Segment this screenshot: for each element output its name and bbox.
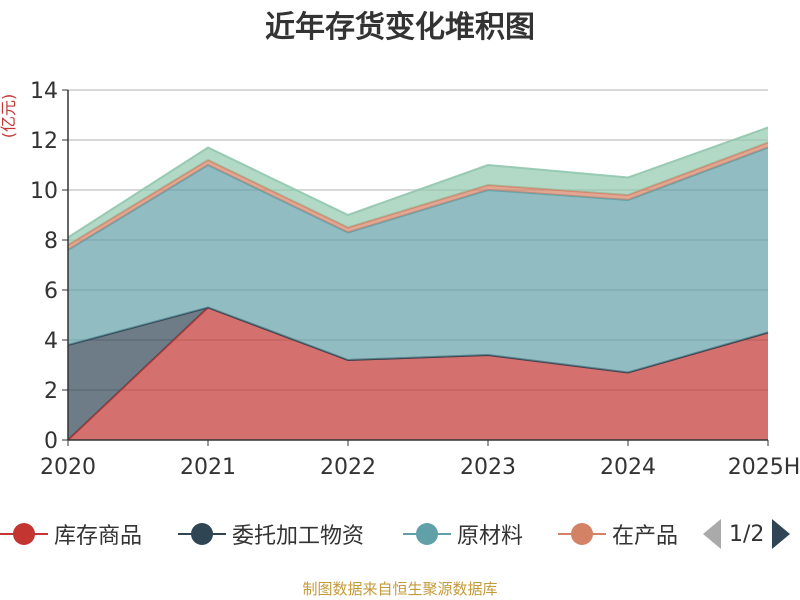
y-tick-label: 4	[44, 329, 58, 354]
legend-marker-icon	[558, 523, 606, 545]
x-tick-label: 2022	[320, 455, 376, 480]
area-series-3	[68, 147, 768, 373]
chart-title: 近年存货变化堆积图	[265, 10, 535, 45]
data-source-footer: 制图数据来自恒生聚源数据库	[302, 580, 498, 598]
legend-label: 原材料	[457, 524, 524, 549]
x-tick-label: 2024	[600, 455, 656, 480]
legend-pager: 1/2	[703, 512, 791, 556]
legend-page-indicator: 1/2	[729, 521, 765, 547]
x-tick-label: 2021	[180, 455, 236, 480]
legend-item-3[interactable]: 原材料	[403, 512, 523, 556]
x-tick-label: 2020	[40, 455, 96, 480]
y-tick-label: 6	[44, 279, 58, 304]
legend-item-2[interactable]: 委托加工物资	[178, 512, 364, 556]
y-axis-label: (亿元)	[0, 94, 18, 139]
legend-label: 委托加工物资	[232, 524, 365, 549]
area-series-5-line	[67, 126, 769, 239]
y-tick-label: 2	[44, 379, 58, 404]
area-series-5	[68, 127, 768, 245]
legend-item-1[interactable]: 库存商品	[0, 512, 142, 556]
legend-marker-icon	[178, 523, 226, 545]
area-series-1	[68, 307, 768, 440]
y-tick-label: 12	[30, 129, 58, 154]
legend-marker-icon	[0, 523, 48, 545]
legend-item-4[interactable]: 在产品	[558, 512, 678, 556]
y-tick-label: 14	[30, 79, 58, 104]
area-series-4	[68, 142, 768, 250]
legend-label: 在产品	[612, 524, 679, 549]
legend-label: 库存商品	[54, 524, 143, 549]
y-tick-label: 0	[44, 429, 58, 454]
legend: 库存商品 委托加工物资 原材料 在产品	[0, 512, 690, 556]
legend-marker-icon	[403, 523, 451, 545]
x-tick-label: 2025H	[728, 455, 800, 480]
y-tick-label: 10	[30, 179, 58, 204]
legend-next-icon[interactable]	[772, 519, 791, 549]
y-tick-label: 8	[44, 229, 58, 254]
legend-prev-icon[interactable]	[703, 519, 721, 549]
x-tick-label: 2023	[460, 455, 516, 480]
